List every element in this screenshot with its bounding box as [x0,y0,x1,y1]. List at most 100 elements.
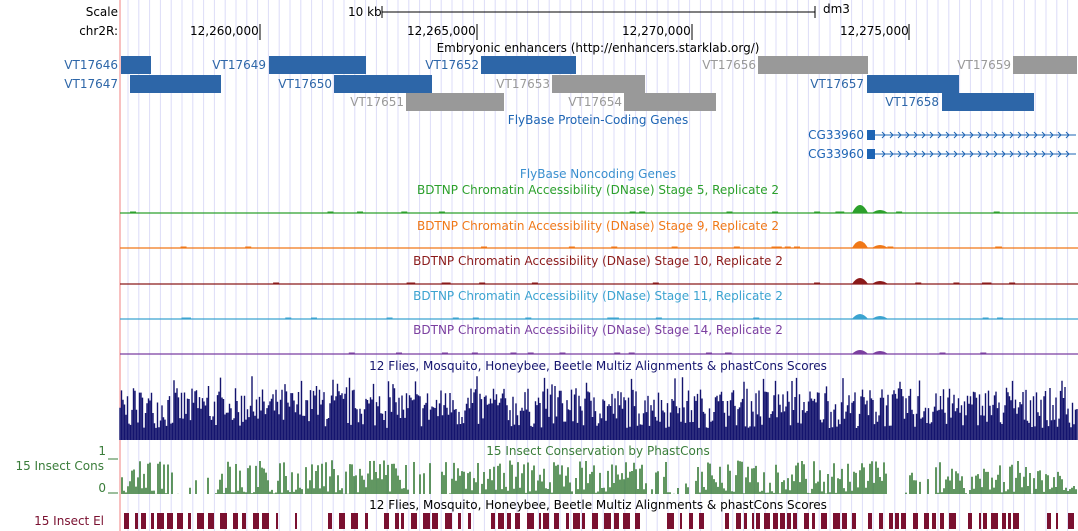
dnase-signal [1009,282,1016,284]
conserved-element [968,513,972,529]
enhancer-label[interactable]: VT17656 [702,58,756,72]
strand-arrow [1057,131,1062,139]
multiz-track-title[interactable]: 12 Flies, Mosquito, Honeybee, Beetle Mul… [369,359,827,373]
conserved-element [689,513,693,529]
enhancer-label[interactable]: VT17654 [568,95,622,109]
enhancer-track-title[interactable]: Embryonic enhancers (http://enhancers.st… [436,41,760,55]
enhancer-feature[interactable] [624,93,716,111]
conserved-element [889,513,893,529]
dnase-signal [472,317,479,319]
conserved-element [498,513,504,529]
dnase-signal [184,317,191,319]
dnase-signal [629,211,636,213]
phastcons-track-title[interactable]: 15 Insect Conservation by PhastCons [486,444,710,458]
enhancer-feature[interactable] [269,56,366,74]
strand-arrow [929,150,934,158]
enhancer-feature[interactable] [121,56,151,74]
dnase-track-title[interactable]: BDTNP Chromatin Accessibility (DNase) St… [416,219,780,233]
strand-arrow [905,150,910,158]
enhancer-feature[interactable] [758,56,868,74]
ruler-position: 12,260,000 [190,24,259,38]
conserved-element [793,513,797,529]
phastcons-ymin-label: 0 [98,481,106,495]
conserved-element [124,513,129,529]
transcript-label[interactable]: CG33960 [808,128,864,142]
phastcons-side-label[interactable]: 15 Insect Cons [15,459,104,473]
conserved-element [699,513,704,529]
enhancer-feature[interactable] [130,75,221,93]
conserved-element [554,513,559,529]
conserved-element [736,513,741,529]
conserved-element [566,513,569,529]
exon-block [867,149,875,159]
dnase-signal [655,317,662,319]
conserved-element [932,513,936,529]
strand-arrow [889,131,894,139]
strand-arrow [953,131,958,139]
strand-arrow [1033,150,1038,158]
dnase-signal [531,282,538,284]
strand-arrow [1017,131,1022,139]
dnase-signal [285,317,292,319]
conserved-element [543,513,549,529]
strand-arrow [977,131,982,139]
strand-arrow [913,131,918,139]
conserved-element [1047,513,1051,529]
dnase-signal [607,317,614,319]
conserved-element [744,513,747,529]
dnase-signal [327,211,334,213]
conserved-element [539,513,541,529]
dnase-peak [872,281,888,284]
strand-arrow [1041,150,1046,158]
enhancer-feature[interactable] [552,75,645,93]
noncoding-track-title[interactable]: FlyBase Noncoding Genes [519,167,677,181]
enhancer-label[interactable]: VT17650 [278,77,332,91]
conserved-element [295,513,297,529]
enhancer-feature[interactable] [334,75,432,93]
dnase-track-title[interactable]: BDTNP Chromatin Accessibility (DNase) St… [413,323,783,337]
conserved-element [635,513,640,529]
enhancer-label[interactable]: VT17657 [810,77,864,91]
dnase-signal [980,352,987,354]
elements-side-label[interactable]: 15 Insect El [34,514,104,528]
strand-arrow [953,150,958,158]
dnase-track-title[interactable]: BDTNP Chromatin Accessibility (DNase) St… [413,254,783,268]
transcript-label[interactable]: CG33960 [808,147,864,161]
enhancer-label[interactable]: VT17649 [212,58,266,72]
conserved-element [220,513,227,529]
enhancer-feature[interactable] [1013,56,1077,74]
dnase-signal [915,282,922,284]
enhancer-label[interactable]: VT17658 [885,95,939,109]
enhancer-label[interactable]: VT17653 [496,77,550,91]
conserved-element [491,513,495,529]
dnase-signal [481,246,488,248]
enhancer-feature[interactable] [481,56,576,74]
elements-track-title[interactable]: 12 Flies, Mosquito, Honeybee, Beetle Mul… [369,498,827,512]
strand-arrow [1009,150,1014,158]
dnase-signal [310,317,317,319]
enhancer-label[interactable]: VT17646 [64,58,118,72]
enhancer-feature[interactable] [867,75,959,93]
dnase-track-title[interactable]: BDTNP Chromatin Accessibility (DNase) St… [413,289,783,303]
enhancer-label[interactable]: VT17647 [64,77,118,91]
dnase-peak [852,241,868,248]
dnase-signal [896,211,903,213]
conserved-element [458,513,461,529]
enhancer-label[interactable]: VT17651 [350,95,404,109]
dnase-signal [386,317,393,319]
dnase-track-title[interactable]: BDTNP Chromatin Accessibility (DNase) St… [416,183,780,197]
dnase-signal [527,352,534,354]
conserved-element [756,513,760,529]
conserved-element [276,513,278,529]
dnase-signal [814,211,821,213]
gene-track-title[interactable]: FlyBase Protein-Coding Genes [507,113,689,127]
dnase-signal [985,282,992,284]
strand-arrow [1065,131,1070,139]
enhancer-label[interactable]: VT17659 [957,58,1011,72]
enhancer-feature[interactable] [942,93,1034,111]
enhancer-label[interactable]: VT17652 [425,58,479,72]
enhancer-feature[interactable] [406,93,504,111]
ruler-position: 12,275,000 [840,24,909,38]
conserved-element [991,513,998,529]
